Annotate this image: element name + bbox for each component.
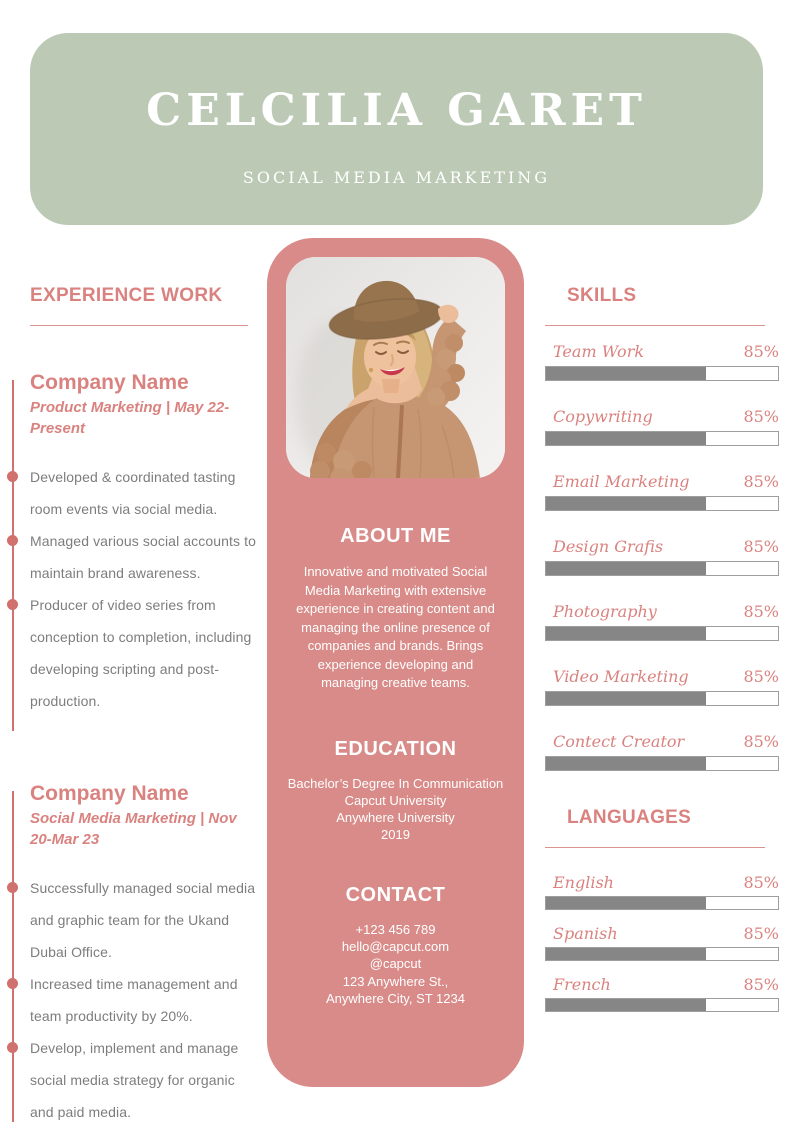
skill-row: Photography 85% <box>545 602 779 641</box>
about-body: Innovative and motivated Social Media Ma… <box>296 564 495 690</box>
education-year: 2019 <box>381 827 410 843</box>
languages-list: English 85% Spanish 85% French 85% <box>545 873 779 1012</box>
timeline-line <box>12 791 14 1122</box>
job-bullet-list: Developed & coordinated tasting room eve… <box>7 461 262 717</box>
skill-percent: 85% <box>743 472 779 491</box>
job-entry-2: Company Name Social Media Marketing | No… <box>7 781 262 1122</box>
education-school: Capcut University <box>344 792 447 808</box>
skill-bar-fill <box>546 692 707 705</box>
language-bar <box>545 896 779 910</box>
skill-bar-fill <box>546 432 707 445</box>
person-name: CELCILIA GARET <box>146 85 647 136</box>
skill-label: Contect Creator <box>553 732 685 751</box>
language-bar-fill <box>546 948 707 960</box>
skill-percent: 85% <box>743 667 779 686</box>
about-title: ABOUT ME <box>340 525 451 547</box>
education-degree: Bachelor’s Degree In Communication <box>287 775 504 791</box>
job-bullet-list: Successfully managed social media and gr… <box>7 872 262 1122</box>
skill-row: Email Marketing 85% <box>545 472 779 511</box>
language-bar <box>545 998 779 1012</box>
language-row: English 85% <box>545 873 779 910</box>
experience-divider <box>30 325 248 326</box>
contact-title: CONTACT <box>345 883 446 906</box>
contact-address-line1: 123 Anywhere St., <box>342 973 449 989</box>
skill-bar-fill <box>546 562 707 575</box>
experience-section: EXPERIENCE WORK Company Name Product Mar… <box>7 285 262 1122</box>
languages-divider <box>545 847 765 848</box>
job-bullet: Managed various social accounts to maint… <box>7 525 262 589</box>
job-bullet: Increased time management and team produ… <box>7 968 262 1032</box>
job-company: Company Name <box>30 782 189 805</box>
contact-handle: @capcut <box>369 956 422 972</box>
job-entry-1: Company Name Product Marketing | May 22-… <box>7 370 262 731</box>
education-school: Anywhere University <box>336 810 455 826</box>
language-label: English <box>553 873 614 892</box>
contact-phone: +123 456 789 <box>355 921 436 937</box>
language-row: French 85% <box>545 975 779 1012</box>
skill-label: Email Marketing <box>553 472 690 491</box>
skill-bar <box>545 756 779 771</box>
contact-address-line2: Anywhere City, ST 1234 <box>326 990 465 1006</box>
skill-percent: 85% <box>743 732 779 751</box>
language-percent: 85% <box>743 924 779 943</box>
timeline-line <box>12 380 14 731</box>
skill-bar <box>545 626 779 641</box>
skill-row: Team Work 85% <box>545 342 779 381</box>
skill-row: Video Marketing 85% <box>545 667 779 706</box>
language-bar <box>545 947 779 961</box>
skill-bar-fill <box>546 497 707 510</box>
language-row: Spanish 85% <box>545 924 779 961</box>
skill-bar-fill <box>546 757 707 770</box>
job-bullet: Successfully managed social media and gr… <box>7 872 262 968</box>
skill-percent: 85% <box>743 602 779 621</box>
skill-bar-fill <box>546 367 707 380</box>
language-label: Spanish <box>553 924 618 943</box>
skill-percent: 85% <box>743 342 779 361</box>
skill-percent: 85% <box>743 537 779 556</box>
job-bullet: Develop, implement and manage social med… <box>7 1032 262 1122</box>
job-meta: Social Media Marketing | Nov 20-Mar 23 <box>30 810 237 848</box>
skill-label: Video Marketing <box>553 667 689 686</box>
skill-row: Contect Creator 85% <box>545 732 779 771</box>
person-role: SOCIAL MEDIA MARKETING <box>242 168 551 187</box>
skill-label: Team Work <box>553 342 645 361</box>
skill-bar <box>545 691 779 706</box>
job-bullet: Developed & coordinated tasting room eve… <box>7 461 262 525</box>
education-lines: Bachelor’s Degree In Communication Capcu… <box>267 775 524 844</box>
profile-photo <box>286 257 505 478</box>
job-company: Company Name <box>30 371 189 394</box>
skill-bar <box>545 431 779 446</box>
skills-title: SKILLS <box>567 285 637 306</box>
education-title: EDUCATION <box>334 737 457 760</box>
skill-bar <box>545 366 779 381</box>
skill-row: Design Grafis 85% <box>545 537 779 576</box>
contact-email: hello@capcut.com <box>341 938 450 954</box>
experience-title: EXPERIENCE WORK <box>30 285 223 306</box>
languages-section: LANGUAGES English 85% Spanish 85% French 85… <box>545 807 779 1012</box>
job-meta: Product Marketing | May 22-Present <box>30 399 230 437</box>
skills-divider <box>545 325 765 326</box>
skill-bar <box>545 496 779 511</box>
skill-percent: 85% <box>743 407 779 426</box>
language-bar-fill <box>546 999 707 1011</box>
language-label: French <box>553 975 611 994</box>
header-band: CELCILIA GARET SOCIAL MEDIA MARKETING <box>30 33 763 225</box>
language-percent: 85% <box>743 975 779 994</box>
language-bar-fill <box>546 897 707 909</box>
skills-section: SKILLS Team Work 85% Copywriting 85% Email… <box>545 285 779 1026</box>
skill-bar <box>545 561 779 576</box>
skill-label: Design Grafis <box>553 537 664 556</box>
skill-label: Photography <box>553 602 657 621</box>
languages-title: LANGUAGES <box>567 807 692 828</box>
profile-panel: ABOUT ME Innovative and motivated Social… <box>267 238 524 1087</box>
skill-label: Copywriting <box>553 407 653 426</box>
job-bullet: Producer of video series from conception… <box>7 589 262 717</box>
skills-list: Team Work 85% Copywriting 85% Email Market… <box>545 342 779 771</box>
skill-bar-fill <box>546 627 707 640</box>
contact-lines: +123 456 789 hello@capcut.com @capcut 12… <box>267 921 524 1007</box>
skill-row: Copywriting 85% <box>545 407 779 446</box>
language-percent: 85% <box>743 873 779 892</box>
